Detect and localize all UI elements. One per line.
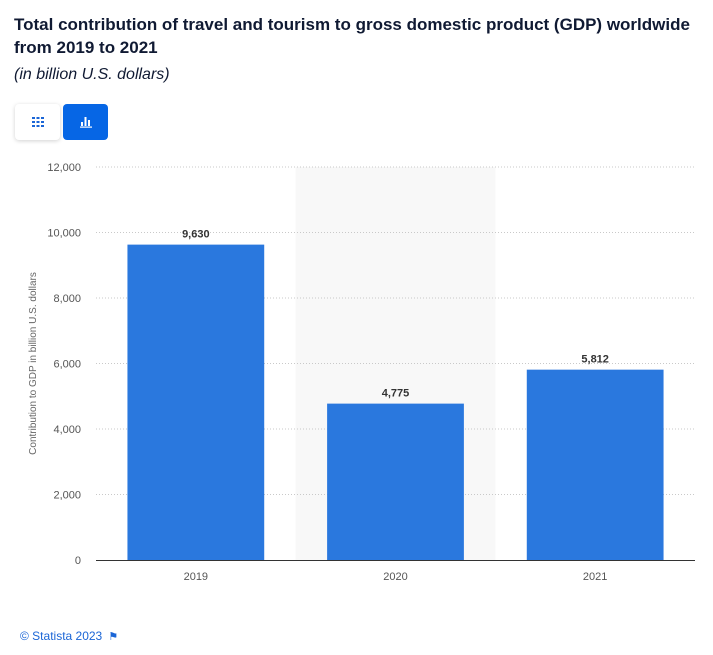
bar — [526, 369, 664, 560]
data-label: 5,812 — [581, 354, 609, 366]
table-view-button[interactable] — [15, 104, 60, 140]
bar — [127, 244, 265, 560]
y-tick-label: 4,000 — [53, 424, 81, 436]
data-label: 9,630 — [182, 229, 210, 241]
bar-chart-icon — [79, 117, 92, 128]
y-axis-title: Contribution to GDP in billion U.S. doll… — [28, 272, 39, 455]
chart-title: Total contribution of travel and tourism… — [14, 15, 690, 57]
x-tick-label: 2021 — [583, 571, 607, 583]
x-tick-label: 2020 — [383, 571, 407, 583]
bar — [327, 403, 464, 560]
x-tick-label: 2019 — [184, 571, 208, 583]
bar-chart: 0 2,000 4,000 6,000 8,000 10,000 12,000 9,630 20… — [28, 162, 695, 583]
chart-view-button[interactable] — [63, 104, 108, 140]
y-tick-label: 2,000 — [53, 490, 81, 502]
flag-icon[interactable]: ⚑ — [108, 631, 119, 643]
data-label: 4,775 — [382, 388, 410, 400]
grid-icon — [31, 117, 44, 127]
y-tick-label: 0 — [75, 555, 81, 567]
y-tick-label: 6,000 — [53, 359, 81, 371]
y-tick-label: 8,000 — [53, 293, 81, 305]
chart-subtitle: (in billion U.S. dollars) — [14, 66, 170, 83]
y-tick-label: 12,000 — [47, 162, 81, 174]
y-tick-label: 10,000 — [47, 228, 81, 240]
footer-credit[interactable]: © Statista 2023 ⚑ — [20, 629, 118, 643]
statista-credit[interactable]: © Statista 2023 — [20, 629, 103, 643]
